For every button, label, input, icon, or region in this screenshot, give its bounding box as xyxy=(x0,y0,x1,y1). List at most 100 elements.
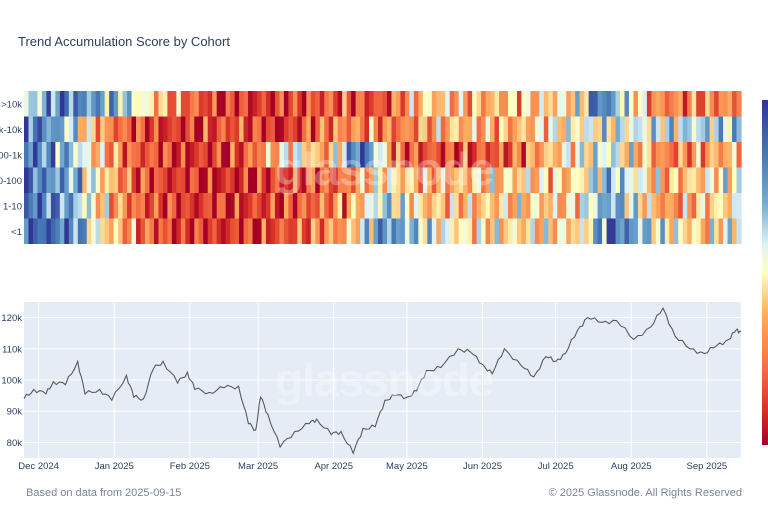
heatmap-cell xyxy=(234,193,240,219)
heatmap-cell xyxy=(472,116,478,142)
heatmap-cell xyxy=(185,218,191,244)
heatmap-cell xyxy=(337,193,343,219)
heatmap-cell xyxy=(118,142,124,168)
heatmap-cell xyxy=(369,142,375,168)
heatmap-cell xyxy=(682,167,688,193)
heatmap-cell xyxy=(342,116,348,142)
heatmap-cell xyxy=(198,116,204,142)
heatmap-cell xyxy=(705,193,711,219)
heatmap-cell xyxy=(606,91,612,117)
heatmap-cell xyxy=(413,218,419,244)
heatmap-cell xyxy=(507,142,514,168)
heatmap-cell xyxy=(270,193,276,219)
heatmap-cell xyxy=(189,91,195,117)
heatmap-cell xyxy=(315,116,321,142)
heatmap-row-labels: >10k 1k-10k 100-1k 10-100 1-10 <1 xyxy=(0,99,22,238)
heatmap-cell xyxy=(516,193,523,219)
heatmap-cell xyxy=(615,91,621,117)
heatmap-cell xyxy=(431,193,437,219)
heatmap-cell xyxy=(395,193,402,219)
heatmap-cell xyxy=(723,167,729,193)
heatmap-cell xyxy=(655,167,661,193)
heatmap-cell xyxy=(274,116,281,142)
heatmap-cell xyxy=(566,91,572,117)
heatmap-cell xyxy=(454,116,460,142)
heatmap-cell xyxy=(539,116,545,142)
heatmap-cell xyxy=(620,116,626,142)
heatmap-cell xyxy=(534,193,540,219)
heatmap-cell xyxy=(171,142,177,168)
heatmap-cell xyxy=(212,193,218,219)
heatmap-cell xyxy=(669,91,675,117)
heatmap-cell xyxy=(257,91,263,117)
price-y-tick-label: 120k xyxy=(1,313,22,324)
heatmap-cell xyxy=(642,167,648,193)
heatmap-cell xyxy=(225,218,231,244)
heatmap-cell xyxy=(516,167,523,193)
heatmap-cell xyxy=(409,167,415,193)
heatmap-cell xyxy=(584,116,590,142)
heatmap-cell xyxy=(490,91,496,117)
heatmap-row-label: 10-100 xyxy=(0,176,22,187)
heatmap-cell xyxy=(548,193,554,219)
heatmap-cell xyxy=(382,193,388,219)
heatmap-cell xyxy=(82,142,88,168)
heatmap-cell xyxy=(82,218,88,244)
heatmap-cell xyxy=(454,142,460,168)
heatmap-cell xyxy=(646,142,652,168)
heatmap-cell xyxy=(503,167,509,193)
heatmap-cell xyxy=(597,193,603,219)
heatmap-cell xyxy=(333,91,339,117)
heatmap-cell xyxy=(391,167,397,193)
heatmap-cell xyxy=(557,193,563,219)
heatmap-cell xyxy=(73,193,79,219)
heatmap-cell xyxy=(131,91,137,117)
heatmap-cell xyxy=(669,142,675,168)
heatmap-cell xyxy=(642,116,648,142)
heatmap-cell xyxy=(620,167,626,193)
heatmap-cell xyxy=(265,218,272,244)
heatmap-cell xyxy=(203,91,209,117)
heatmap-cell xyxy=(503,116,509,142)
heatmap-cell xyxy=(727,167,733,193)
heatmap-cell xyxy=(306,193,312,219)
heatmap-cell xyxy=(337,91,343,117)
heatmap-cell xyxy=(162,142,168,168)
heatmap-cell xyxy=(521,218,527,244)
heatmap-cell xyxy=(261,193,267,219)
heatmap-cell xyxy=(476,167,482,193)
heatmap-cell xyxy=(158,167,164,193)
heatmap-cell xyxy=(100,91,106,117)
heatmap-cell xyxy=(602,91,608,117)
heatmap-cell xyxy=(611,167,617,193)
heatmap-cell xyxy=(525,193,531,219)
heatmap-cell xyxy=(696,116,702,142)
heatmap-cell xyxy=(360,91,366,117)
heatmap-cell xyxy=(521,116,527,142)
heatmap-cell xyxy=(512,193,518,219)
heatmap-cell xyxy=(248,116,254,142)
heatmap-cell xyxy=(59,142,65,168)
heatmap-cell xyxy=(95,167,101,193)
heatmap-cell xyxy=(212,167,218,193)
heatmap-cell xyxy=(499,193,505,219)
heatmap-cell xyxy=(400,167,406,193)
heatmap-cell xyxy=(73,167,79,193)
heatmap-cell xyxy=(257,193,263,219)
heatmap-cell xyxy=(395,167,402,193)
heatmap-cell xyxy=(324,167,330,193)
heatmap-cell xyxy=(149,142,155,168)
heatmap-cell xyxy=(624,142,630,168)
heatmap-cell xyxy=(283,218,289,244)
heatmap-cell xyxy=(606,167,612,193)
heatmap-cell xyxy=(243,218,249,244)
heatmap-cell xyxy=(37,91,43,117)
heatmap-cell xyxy=(481,116,487,142)
heatmap-cell xyxy=(732,218,738,244)
heatmap-cell xyxy=(687,116,693,142)
heatmap-cell xyxy=(557,218,563,244)
heatmap-cell xyxy=(691,142,697,168)
price-gridlines xyxy=(24,302,741,458)
heatmap-cell xyxy=(642,91,648,117)
heatmap-cell xyxy=(216,116,222,142)
